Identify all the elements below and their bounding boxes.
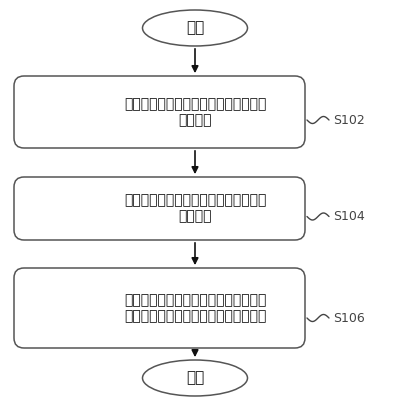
FancyBboxPatch shape xyxy=(14,177,305,240)
FancyBboxPatch shape xyxy=(14,268,305,348)
Text: 结束: 结束 xyxy=(186,370,204,386)
FancyBboxPatch shape xyxy=(14,76,305,148)
Text: S106: S106 xyxy=(333,312,365,324)
Text: 响应于来自用户终端的播放请求，解析
播放请求: 响应于来自用户终端的播放请求，解析 播放请求 xyxy=(124,97,266,127)
Text: S102: S102 xyxy=(333,114,365,127)
Ellipse shape xyxy=(142,360,247,396)
Text: 获取正片的正片媒体文件和广告的广告
媒体文件: 获取正片的正片媒体文件和广告的广告 媒体文件 xyxy=(124,193,266,224)
Text: S104: S104 xyxy=(333,210,365,223)
Ellipse shape xyxy=(142,10,247,46)
Text: 按照合并位置描述参数，合并正片媒体
文和广告媒体文件为一个新的媒体文件: 按照合并位置描述参数，合并正片媒体 文和广告媒体文件为一个新的媒体文件 xyxy=(124,293,266,323)
Text: 开始: 开始 xyxy=(186,21,204,35)
